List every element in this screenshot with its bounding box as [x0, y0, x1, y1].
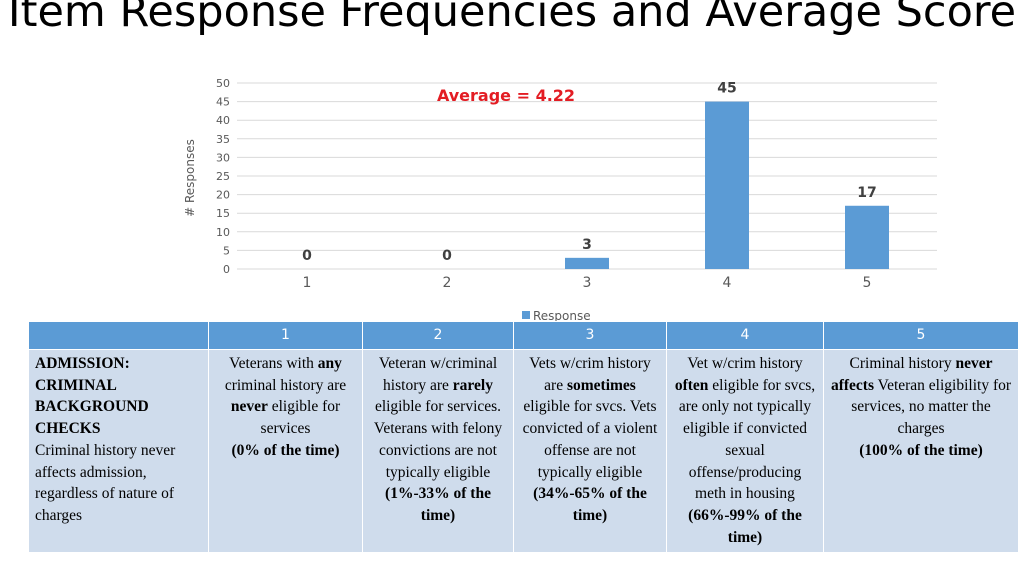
score-4-cell: Vet w/crim history often eligible for sv… — [666, 348, 824, 554]
item-text: Criminal history never affects admission… — [35, 441, 176, 524]
y-tick-label: 50 — [216, 77, 230, 90]
y-tick-label: 15 — [216, 207, 230, 220]
y-tick-label: 0 — [223, 263, 230, 276]
x-tick-label: 4 — [723, 275, 732, 291]
y-tick-label: 20 — [216, 189, 230, 202]
data-label: 0 — [302, 248, 312, 264]
score-5-percent: (100% of the time) — [859, 441, 983, 459]
score-1-cell: Veterans with any criminal history are n… — [208, 348, 363, 554]
table-header-row: 1 2 3 4 5 — [28, 321, 1019, 350]
y-tick-label: 35 — [216, 133, 230, 146]
x-tick-label: 3 — [583, 275, 592, 291]
x-tick-label: 5 — [863, 275, 872, 291]
score-3-percent: (34%-65% of the time) — [533, 485, 647, 524]
rating-scale-table: 1 2 3 4 5 ADMISSION: CRIMINAL BACKGROUND… — [28, 321, 1019, 554]
header-score-2: 2 — [362, 321, 514, 350]
legend-swatch — [522, 311, 530, 319]
header-score-5: 5 — [823, 321, 1019, 350]
slide-title: Item Response Frequencies and Average Sc… — [7, 0, 1017, 37]
item-title: ADMISSION: CRIMINAL BACKGROUND CHECKS — [35, 355, 149, 438]
score-2-cell: Veteran w/criminal history are rarely el… — [362, 348, 514, 554]
score-1-percent: (0% of the time) — [231, 441, 340, 459]
y-tick-label: 10 — [216, 226, 230, 239]
y-tick-label: 45 — [216, 96, 230, 109]
y-axis-label: # Responses — [183, 139, 197, 217]
score-4-percent: (66%-99% of the time) — [688, 506, 802, 546]
x-tick-label: 2 — [443, 275, 452, 291]
y-tick-label: 30 — [216, 151, 230, 164]
header-blank — [28, 321, 209, 350]
data-label: 3 — [582, 237, 592, 253]
header-score-3: 3 — [513, 321, 667, 350]
y-tick-label: 5 — [223, 244, 230, 257]
y-tick-label: 40 — [216, 114, 230, 127]
score-5-cell: Criminal history never affects Veteran e… — [823, 348, 1019, 554]
table-row: ADMISSION: CRIMINAL BACKGROUND CHECKS Cr… — [28, 348, 1019, 554]
header-score-4: 4 — [666, 321, 824, 350]
x-tick-label: 1 — [303, 275, 312, 291]
item-description-cell: ADMISSION: CRIMINAL BACKGROUND CHECKS Cr… — [28, 348, 209, 554]
data-label: 17 — [857, 185, 876, 201]
bar — [845, 205, 889, 269]
bar — [705, 101, 749, 269]
score-3-cell: Vets w/crim history are sometimes eligib… — [513, 348, 667, 554]
data-label: 0 — [442, 248, 452, 264]
legend-label: Response — [533, 309, 591, 322]
score-2-percent: (1%-33% of the time) — [385, 485, 491, 524]
average-annotation: Average = 4.22 — [437, 86, 575, 105]
bar — [565, 257, 609, 269]
data-label: 45 — [717, 81, 736, 97]
y-tick-label: 25 — [216, 170, 230, 183]
header-score-1: 1 — [208, 321, 363, 350]
